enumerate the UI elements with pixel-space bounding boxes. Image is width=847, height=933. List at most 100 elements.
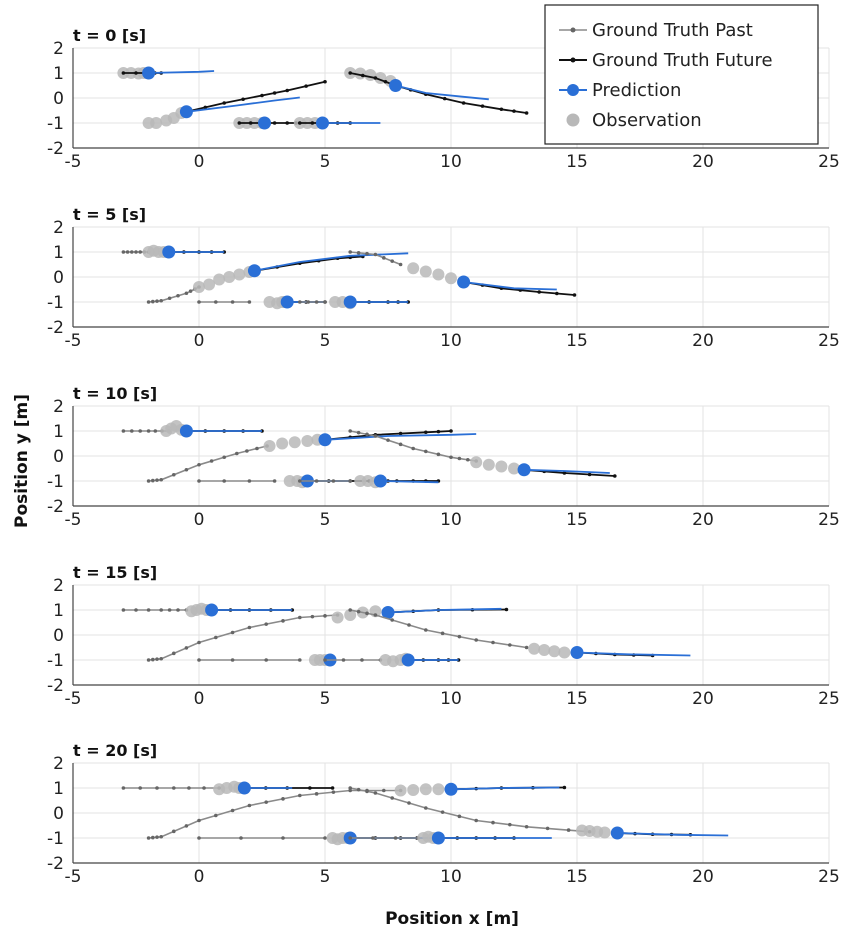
gt-past-marker [298,479,302,483]
gt-past-marker [155,657,159,661]
y-axis-label: Position y [m] [12,394,32,528]
gt-past-marker [197,300,201,304]
agent-trajectory [121,420,264,438]
gt-past-marker [222,479,226,483]
gt-future-marker [499,107,504,112]
gt-past-marker [222,455,226,460]
gt-past-marker [146,429,151,433]
gt-past-marker [407,623,411,627]
agent-trajectory [146,252,409,304]
prediction-line [450,786,560,791]
prediction-current-point [444,782,458,796]
prediction-current-point [431,831,445,845]
gt-past-marker [281,797,285,801]
gt-past-marker [172,786,176,790]
legend-label: Ground Truth Past [592,20,753,41]
gt-future-marker [449,429,453,433]
observation-point [223,271,236,283]
y-tick-label: -1 [47,293,64,313]
gt-future-line [254,255,363,272]
gt-past-marker [331,479,336,483]
prediction-current-point [179,105,193,119]
y-tick-label: 2 [53,754,64,774]
agent-trajectory [348,608,691,659]
observation-point [213,273,226,286]
observation-point [432,268,445,281]
x-tick-label: 5 [320,689,331,709]
x-tick-label: 5 [320,152,331,172]
gt-past-marker [230,630,235,635]
gt-past-marker [474,638,479,642]
observation-point [394,784,407,797]
gt-past-marker [390,259,395,263]
gt-past-marker [247,300,252,304]
gt-future-marker [272,91,277,95]
gt-past-marker [125,250,130,254]
y-tick-label: -2 [47,676,64,696]
legend-box [544,4,819,145]
y-tick-label: 2 [53,397,64,417]
agent-trajectory [121,780,335,796]
gt-past-marker [365,251,369,256]
y-tick-label: 0 [53,89,64,109]
gt-past-marker [214,813,218,818]
gt-past-marker [393,836,398,840]
y-tick-label: -2 [47,854,64,874]
gt-past-marker [159,834,163,839]
gt-past-marker [491,820,495,825]
gt-past-marker [188,289,193,293]
x-tick-label: 10 [440,867,462,887]
observation-point [508,462,520,475]
x-tick-label: -5 [65,689,82,709]
x-tick-label: 20 [692,867,714,887]
x-tick-label: 25 [818,510,840,530]
gt-future-marker [323,79,327,84]
agent-trajectory [348,830,552,845]
legend-item-gt_past: Ground Truth Past [559,20,753,41]
gt-past-marker [209,459,214,463]
legend-marker-swatch [567,84,579,96]
prediction-line [148,70,215,74]
gt-past-marker [167,608,172,612]
gt-past-marker [373,434,378,438]
observation-point [288,436,301,449]
gt-past-marker [382,788,386,793]
y-tick-label: 0 [53,804,64,824]
gt-past-marker [247,479,252,483]
gt-future-marker [241,97,245,102]
gt-future-marker [424,430,428,435]
agent-trajectory [146,605,509,662]
gt-past-marker [146,479,151,483]
y-tick-label: -2 [47,318,64,338]
observation-point [538,644,551,656]
observation-point [419,783,432,796]
gt-future-marker [512,109,516,113]
gt-future-marker [222,101,226,105]
gt-past-marker [121,786,126,790]
x-tick-label: 10 [440,689,462,709]
gt-past-marker [382,256,386,260]
gt-past-marker [159,298,163,303]
gt-past-marker [255,446,259,451]
agent-trajectory [146,429,477,483]
agent-trajectory [348,250,577,297]
gt-past-marker [239,836,243,840]
legend-label: Prediction [592,80,681,101]
gt-past-marker [424,449,428,454]
x-tick-label: 10 [440,331,462,351]
observation-point [301,435,314,447]
agent-trajectory [117,66,215,80]
gt-future-marker [504,607,509,612]
gt-past-line [350,787,590,833]
gt-past-marker [356,430,361,435]
gt-past-marker [172,651,176,656]
prediction-line [524,468,610,474]
gt-future-marker [442,96,447,101]
observation-point [276,437,289,450]
gt-past-marker [314,300,319,304]
legend-item-prediction: Prediction [559,80,681,101]
gt-past-marker [247,803,252,808]
